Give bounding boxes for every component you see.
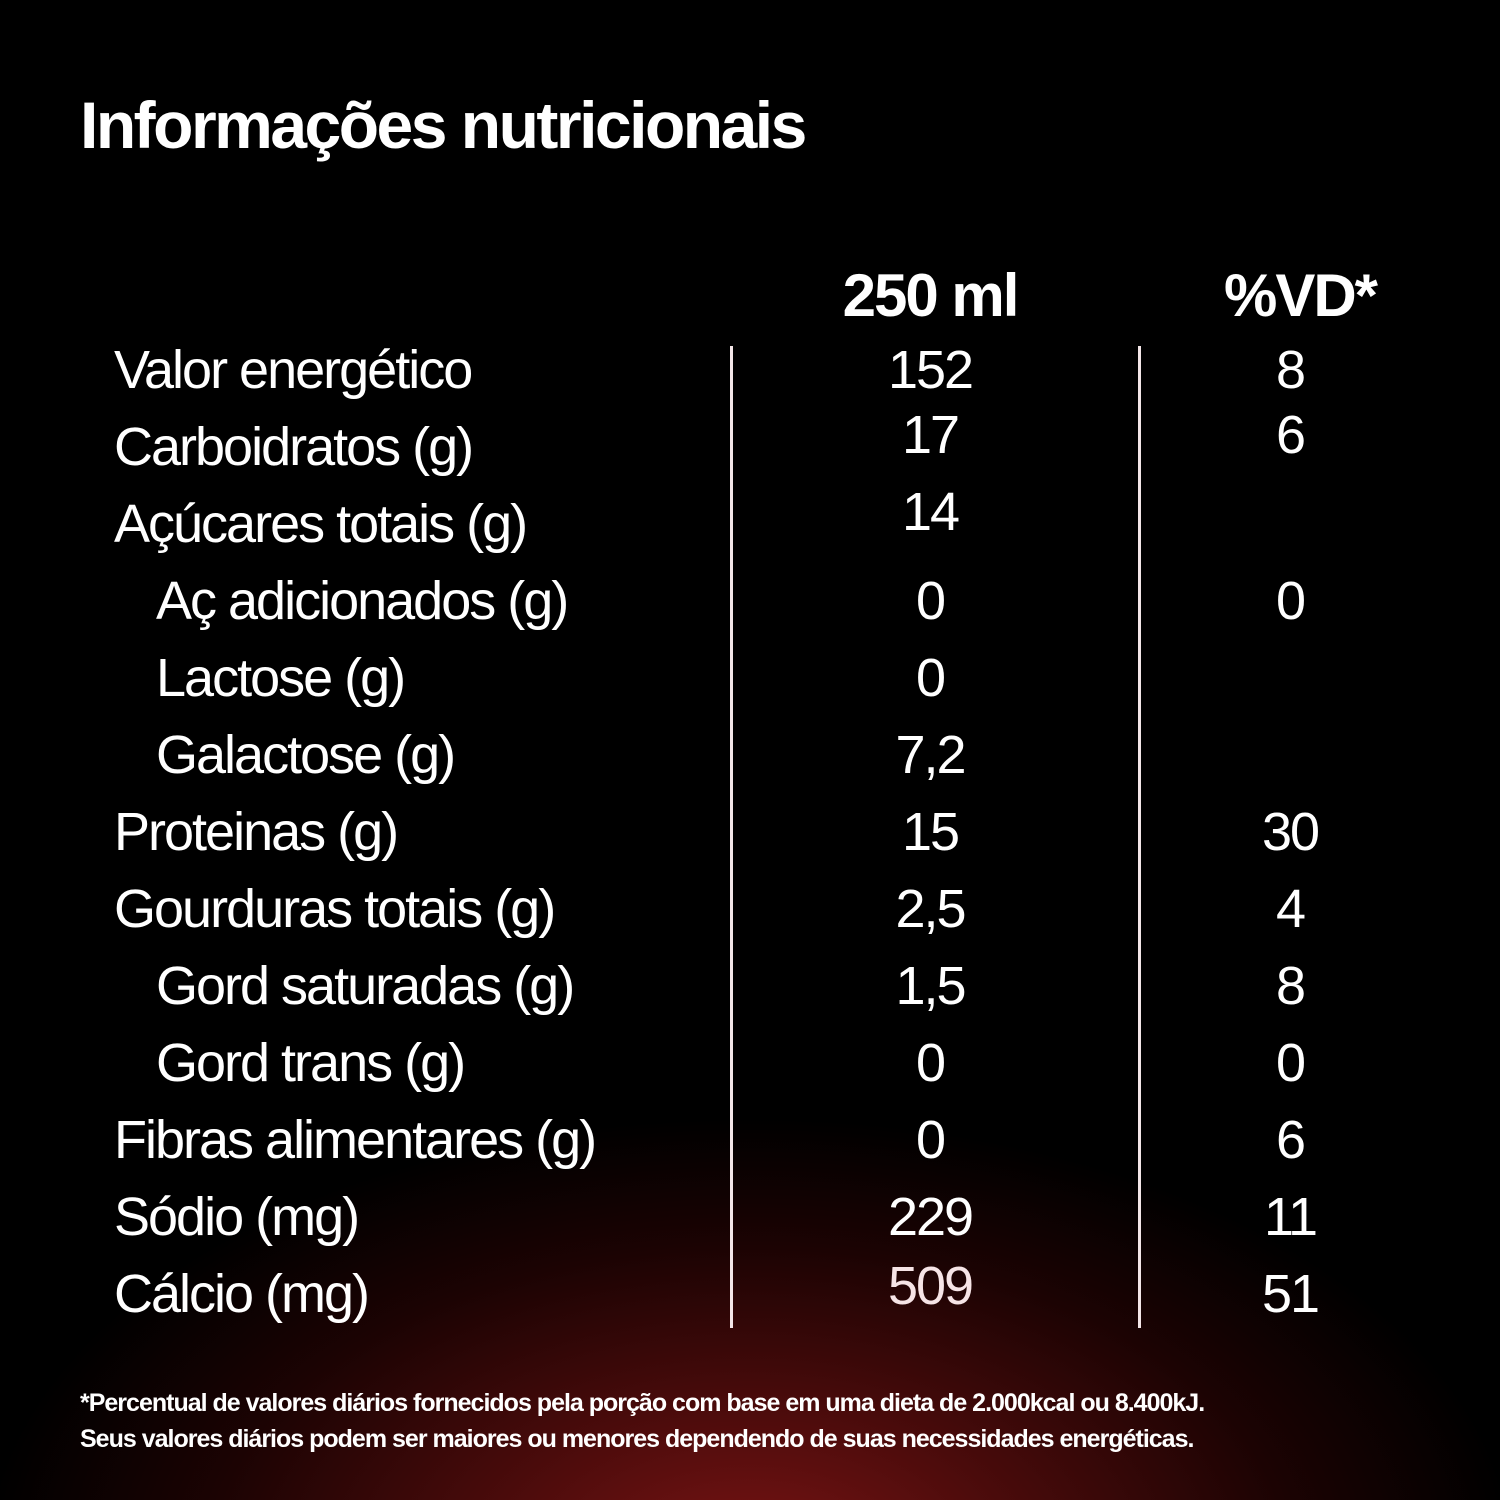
- nutrient-vd: 6: [1275, 1110, 1306, 1170]
- nutrient-value: 1,5: [895, 956, 966, 1016]
- table-row: Cálcio (mg) 509 51: [0, 1259, 1500, 1344]
- nutrient-vd: 51: [1261, 1264, 1320, 1324]
- table-row: Valor energético 152 8: [0, 343, 1500, 420]
- nutrient-vd: 0: [1275, 1033, 1306, 1093]
- table-row: Gourduras totais (g) 2,5 4: [0, 882, 1500, 959]
- nutrient-vd: 8: [1275, 956, 1306, 1016]
- nutrient-value: 17: [901, 405, 960, 465]
- nutrient-label: Gord saturadas (g): [156, 956, 575, 1016]
- nutrient-vd: 0: [1275, 571, 1306, 631]
- column-divider: [730, 346, 733, 1328]
- table-row: Fibras alimentares (g) 0 6: [0, 1113, 1500, 1190]
- header-portion: 250 ml: [842, 262, 1020, 329]
- table-row: Gord trans (g) 0 0: [0, 1036, 1500, 1113]
- nutrient-vd: 11: [1263, 1187, 1318, 1247]
- nutrient-value: 15: [901, 802, 960, 862]
- nutrient-value: 2,5: [895, 879, 966, 939]
- nutrient-value: 0: [915, 571, 946, 631]
- nutrient-vd: 4: [1275, 879, 1306, 939]
- column-divider: [1138, 346, 1141, 1328]
- nutrient-value: 0: [915, 1110, 946, 1170]
- table-row: Sódio (mg) 229 11: [0, 1190, 1500, 1267]
- nutrient-value: 0: [915, 648, 946, 708]
- nutrient-vd: 6: [1275, 405, 1306, 465]
- table-row: Açúcares totais (g) 14: [0, 485, 1500, 574]
- nutrient-label: Gord trans (g): [156, 1033, 466, 1093]
- nutrient-label: Carboidratos (g): [114, 417, 474, 477]
- nutrient-vd: 30: [1261, 802, 1320, 862]
- nutrient-label: Sódio (mg): [114, 1187, 360, 1247]
- footnote-line-2: Seus valores diários podem ser maiores o…: [80, 1425, 1194, 1453]
- nutrient-label: Fibras alimentares (g): [114, 1110, 597, 1170]
- nutrient-label: Gourduras totais (g): [114, 879, 556, 939]
- footnote-line-1: *Percentual de valores diários fornecido…: [80, 1389, 1205, 1417]
- nutrient-value: 14: [901, 482, 960, 542]
- nutrient-label: Lactose (g): [156, 648, 406, 708]
- footnote: *Percentual de valores diários fornecido…: [80, 1385, 1480, 1457]
- header-daily-value: %VD*: [1223, 262, 1378, 329]
- nutrient-value: 509: [887, 1256, 974, 1316]
- table-row: Gord saturadas (g) 1,5 8: [0, 959, 1500, 1036]
- table-row: Galactose (g) 7,2: [0, 728, 1500, 805]
- nutrient-label: Valor energético: [114, 340, 473, 400]
- table-row: Aç adicionados (g) 0 0: [0, 574, 1500, 651]
- table-row: Carboidratos (g) 17 6: [0, 408, 1500, 497]
- table-row: Lactose (g) 0: [0, 651, 1500, 728]
- nutrient-label: Aç adicionados (g): [156, 571, 569, 631]
- nutrient-vd: 8: [1275, 340, 1306, 400]
- nutrient-label: Cálcio (mg): [114, 1264, 370, 1324]
- nutrient-value: 7,2: [895, 725, 966, 785]
- nutrient-label: Proteinas (g): [114, 802, 399, 862]
- nutrient-label: Galactose (g): [156, 725, 456, 785]
- table-row: Proteinas (g) 15 30: [0, 805, 1500, 882]
- page-title: Informações nutricionais: [80, 88, 807, 162]
- nutrient-label: Açúcares totais (g): [114, 494, 528, 554]
- nutrient-value: 152: [887, 340, 974, 400]
- nutrient-value: 229: [887, 1187, 974, 1247]
- nutrient-value: 0: [915, 1033, 946, 1093]
